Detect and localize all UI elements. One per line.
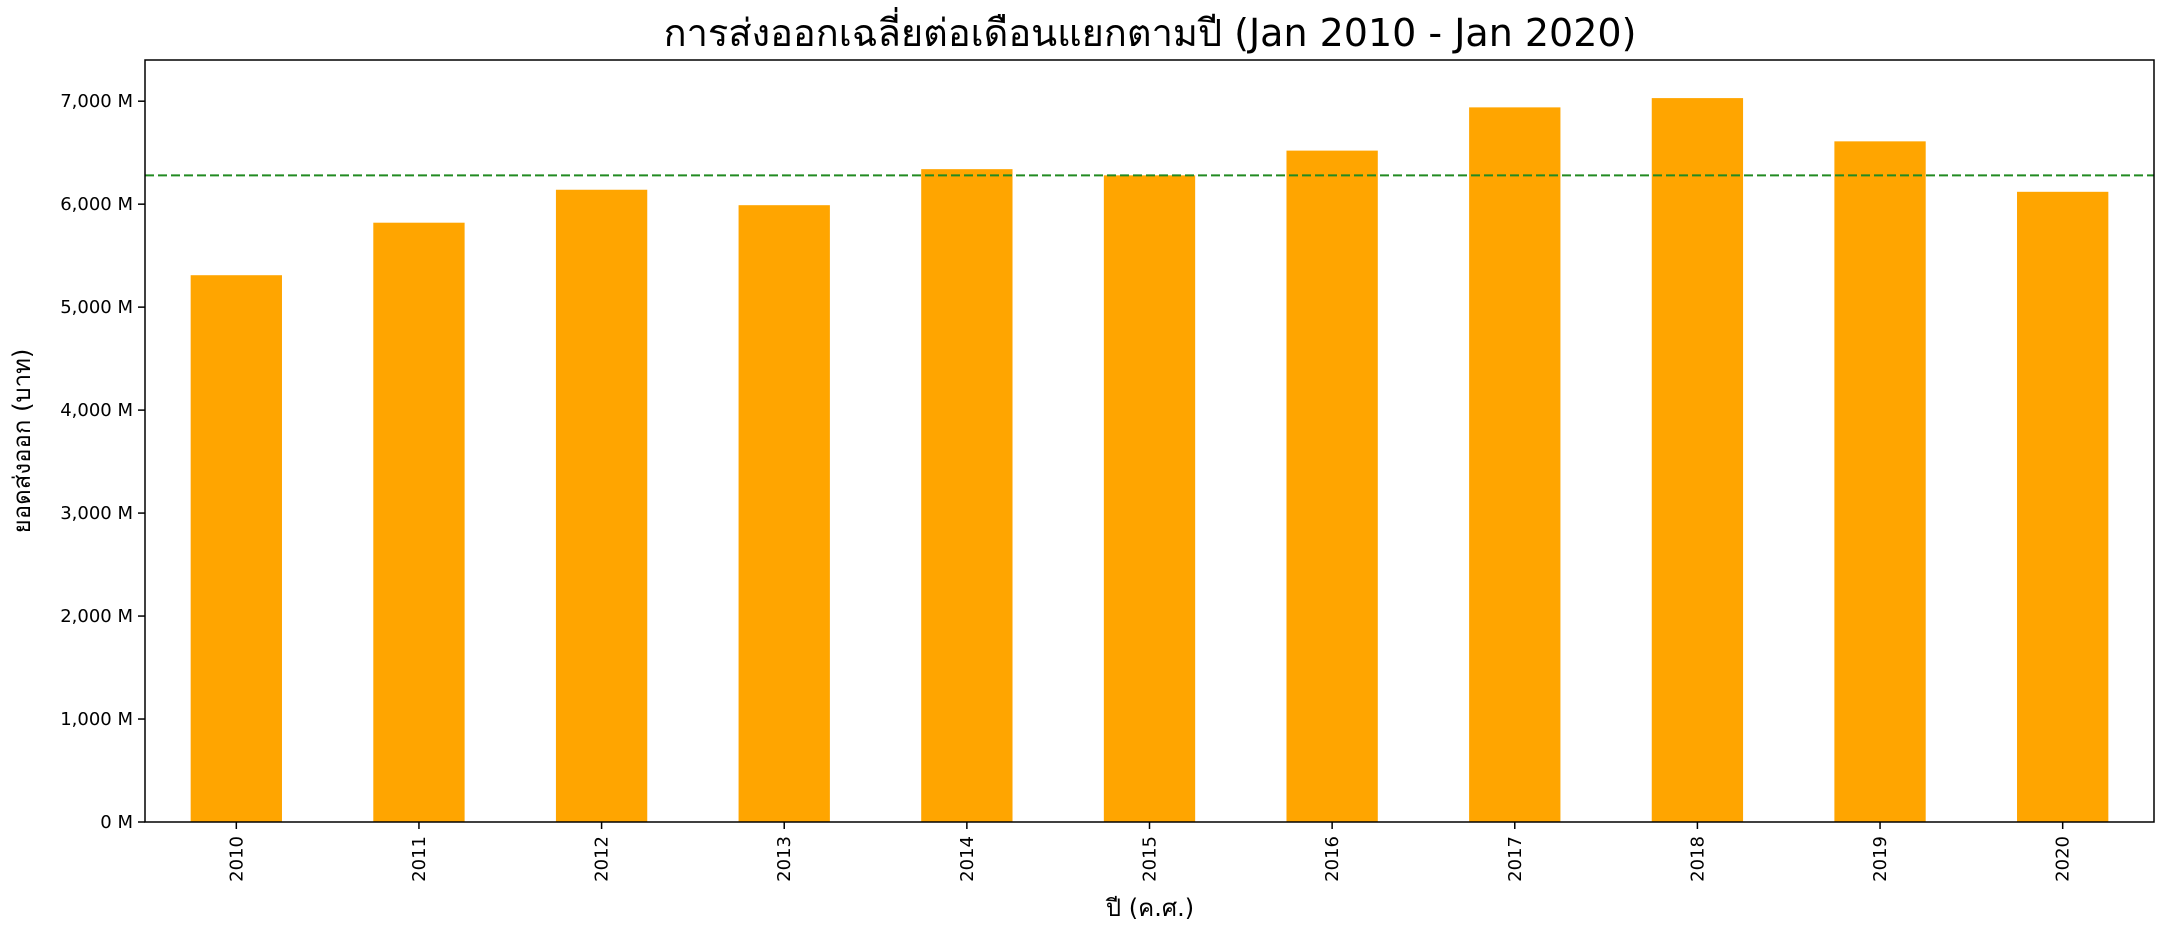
bar-2011 [373,222,465,823]
x-tick-label: 2020 [2053,836,2074,882]
bar-2015 [1103,175,1196,823]
bar-2010 [190,275,282,822]
x-tick-label: 2014 [957,836,978,882]
x-axis-title: ปี (ค.ศ.) [1105,894,1194,922]
x-ticks-group: 2010 2011 2012 2013 2014 2015 2016 2017 2018 2019… [226,822,2074,882]
bar-2019 [1834,141,1926,823]
y-tick-label: 1,000 M [60,709,133,730]
x-tick-label: 2012 [592,836,613,882]
x-tick-label: 2013 [774,836,795,882]
x-tick-label: 2015 [1140,836,1161,882]
bar-2016 [1286,150,1378,822]
bar-2017 [1469,107,1561,823]
y-tick-label: 6,000 M [60,194,133,215]
x-tick-label: 2010 [226,836,247,882]
y-tick-label: 2,000 M [60,606,133,627]
x-tick-label: 2011 [409,836,430,882]
bar-2014 [921,169,1013,822]
x-tick-label: 2019 [1870,836,1891,882]
bar-2013 [738,205,830,822]
bars-group [190,98,2109,823]
y-tick-label: 5,000 M [60,297,133,318]
x-tick-label: 2016 [1322,836,1343,882]
x-tick-label: 2017 [1505,836,1526,882]
y-ticks-group: 0 M 1,000 M 2,000 M 3,000 M 4,000 M 5,000 M 6,… [60,91,145,833]
y-axis-title: ยอดส่งออก (บาท) [8,349,36,534]
chart-title: การส่งออกเฉลี่ยต่อเดือนแยกตามปี (Jan 201… [664,7,1637,55]
bar-2018 [1651,98,1744,823]
bar-2020 [2017,191,2109,822]
y-tick-label: 0 M [100,812,133,833]
y-tick-label: 4,000 M [60,400,133,421]
x-tick-label: 2018 [1687,836,1708,882]
y-tick-label: 7,000 M [60,91,133,112]
bar-2012 [555,189,648,822]
y-tick-label: 3,000 M [60,503,133,524]
